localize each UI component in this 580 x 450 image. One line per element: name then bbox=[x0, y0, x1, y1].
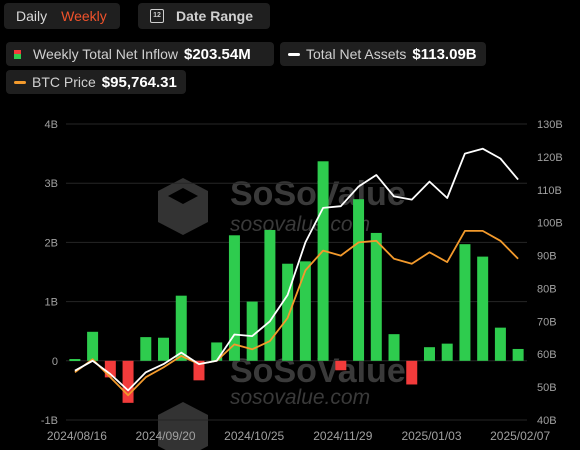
calendar-icon: 12 bbox=[150, 9, 164, 23]
inflow-bar bbox=[87, 331, 99, 361]
inflow-bar bbox=[370, 232, 382, 361]
left-tick-label: 0 bbox=[52, 356, 58, 368]
inflow-bar bbox=[459, 244, 471, 361]
left-tick-label: 1B bbox=[45, 297, 58, 309]
right-tick-label: 60B bbox=[537, 349, 557, 361]
right-tick-label: 100B bbox=[537, 218, 563, 230]
inflow-bar bbox=[122, 360, 134, 403]
left-tick-label: 2B bbox=[45, 237, 58, 249]
watermark: SoSoValue sosovalue.com SoSoValue sosova… bbox=[158, 175, 406, 450]
inflow-bar bbox=[423, 347, 435, 361]
series-lines bbox=[74, 147, 519, 397]
legend-btc[interactable]: BTC Price $95,764.31 bbox=[6, 70, 186, 94]
right-tick-label: 130B bbox=[537, 119, 563, 131]
legend-btc-value: $95,764.31 bbox=[101, 73, 177, 91]
right-tick-label: 120B bbox=[537, 152, 563, 164]
left-tick-label: 3B bbox=[45, 178, 58, 190]
inflow-bar bbox=[299, 261, 311, 361]
inflow-bar bbox=[264, 229, 276, 361]
watermark-url-lower: sosovalue.com bbox=[230, 386, 370, 409]
btc-swatch-icon bbox=[14, 80, 26, 84]
assets-swatch-icon bbox=[288, 52, 300, 56]
legend-inflow[interactable]: Weekly Total Net Inflow $203.54M bbox=[6, 42, 274, 66]
inflow-bars bbox=[69, 161, 524, 403]
inflow-bar bbox=[104, 360, 116, 378]
weekly-tab[interactable]: Weekly bbox=[61, 8, 107, 24]
legend-inflow-label: Weekly Total Net Inflow bbox=[33, 46, 178, 62]
x-tick-label: 2024/09/20 bbox=[135, 429, 195, 443]
legend-assets-value: $113.09B bbox=[412, 45, 477, 63]
x-tick-label: 2024/11/29 bbox=[313, 429, 372, 443]
inflow-bar bbox=[175, 295, 187, 361]
daily-tab[interactable]: Daily bbox=[16, 8, 48, 24]
x-tick-label: 2024/10/25 bbox=[224, 429, 284, 443]
left-axis: -1B 0 1B 2B 3B 4B bbox=[41, 119, 58, 427]
left-tick-label: -1B bbox=[41, 415, 58, 427]
watermark-logo-icon bbox=[158, 178, 208, 450]
x-tick-label: 2025/02/07 bbox=[490, 429, 550, 443]
x-tick-label: 2024/08/16 bbox=[47, 429, 107, 443]
legend-assets[interactable]: Total Net Assets $113.09B bbox=[280, 42, 486, 66]
inflow-bar bbox=[211, 342, 223, 361]
inflow-bar bbox=[353, 199, 365, 361]
inflow-bar bbox=[228, 235, 240, 361]
interval-toggle: Daily Weekly bbox=[4, 3, 120, 29]
inflow-bar bbox=[512, 348, 524, 361]
inflow-bar bbox=[335, 360, 347, 371]
btc-line bbox=[74, 229, 519, 397]
inflow-bar bbox=[282, 263, 294, 361]
x-axis: 2024/08/16 2024/09/20 2024/10/25 2024/11/29… bbox=[47, 429, 551, 443]
legend-inflow-value: $203.54M bbox=[184, 45, 251, 63]
inflow-bar bbox=[317, 161, 329, 361]
left-tick-label: 4B bbox=[45, 119, 58, 131]
inflow-swatch-icon bbox=[14, 49, 21, 59]
x-tick-label: 2025/01/03 bbox=[401, 429, 461, 443]
date-range-button[interactable]: 12 Date Range bbox=[138, 3, 270, 29]
inflow-bar bbox=[441, 343, 453, 361]
inflow-bar bbox=[69, 359, 81, 362]
inflow-bar bbox=[494, 327, 506, 361]
inflow-bar bbox=[193, 360, 205, 381]
right-tick-label: 90B bbox=[537, 251, 557, 263]
inflow-bar bbox=[246, 301, 258, 361]
date-range-label: Date Range bbox=[176, 8, 254, 24]
inflow-bar bbox=[158, 337, 170, 361]
assets-line bbox=[74, 147, 519, 392]
right-tick-label: 50B bbox=[537, 382, 557, 394]
inflow-bar bbox=[140, 337, 152, 361]
inflow-bar bbox=[388, 334, 400, 361]
legend-btc-label: BTC Price bbox=[32, 74, 96, 90]
right-tick-label: 110B bbox=[537, 185, 562, 197]
right-axis: 40B 50B 60B 70B 80B 90B 100B 110B 120B 130B bbox=[537, 119, 563, 427]
right-tick-label: 70B bbox=[537, 316, 557, 328]
watermark-url: sosovalue.com bbox=[230, 213, 370, 236]
inflow-bar bbox=[406, 360, 418, 385]
inflow-bar bbox=[477, 256, 489, 361]
legend-assets-label: Total Net Assets bbox=[306, 46, 407, 62]
right-tick-label: 80B bbox=[537, 283, 557, 295]
right-tick-label: 40B bbox=[537, 415, 557, 427]
